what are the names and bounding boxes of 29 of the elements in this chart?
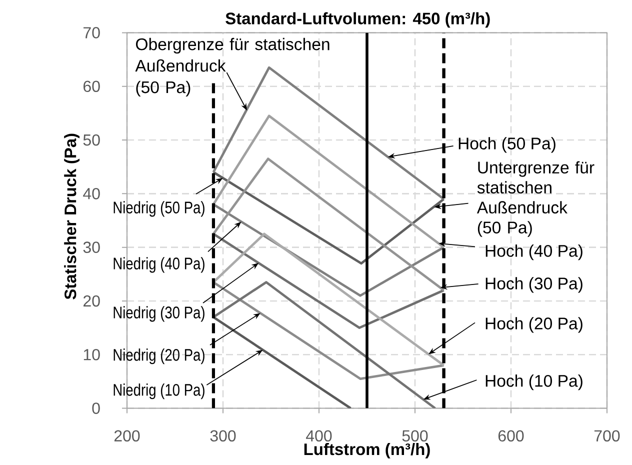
y-axis-title: Statischer Druck (Pa) [64,134,80,300]
chart-title: Standard-Luftvolumen: 450 (m³/h) [226,12,490,28]
y-tick-label: 0 [92,402,100,414]
text: Niedrig (30 Pa) [114,306,204,322]
y-tick-label: 50 [83,134,100,146]
x-tick-label: 500 [402,430,428,442]
text: Hoch (50 Pa) [458,137,556,153]
annotation: Obergrenze für statischen Außendruck (50 Pa) [135,38,330,97]
x-tick-label: 600 [498,430,524,442]
x-tick-label: 300 [210,430,236,442]
y-tick-label: 10 [84,348,100,360]
y-tick-label: 70 [84,27,100,38]
y-tick-label: 40 [83,188,100,200]
text: Niedrig (40 Pa) [114,257,204,273]
y-tick-label: 20 [84,295,100,307]
x-tick-label: 200 [114,430,140,442]
annotation: Untergrenze für statischen Außendruck (50 Pa) [476,161,594,237]
x-tick-label: 400 [306,430,332,442]
text: Hoch (20 Pa) [486,317,582,333]
text: Hoch (10 Pa) [486,374,582,390]
y-tick-label: 30 [83,242,100,253]
text: Niedrig (10 Pa) [114,384,204,400]
x-tick-label: 700 [594,430,620,442]
text: Hoch (40 Pa) [486,244,582,260]
x-axis-title: Luftstrom (m³/h) [304,443,430,458]
text: Hoch (30 Pa) [486,277,582,293]
y-tick-label: 60 [84,80,100,92]
series-label: Niedrig (50 Pa) [114,201,204,217]
text: Niedrig (20 Pa) [114,348,204,364]
